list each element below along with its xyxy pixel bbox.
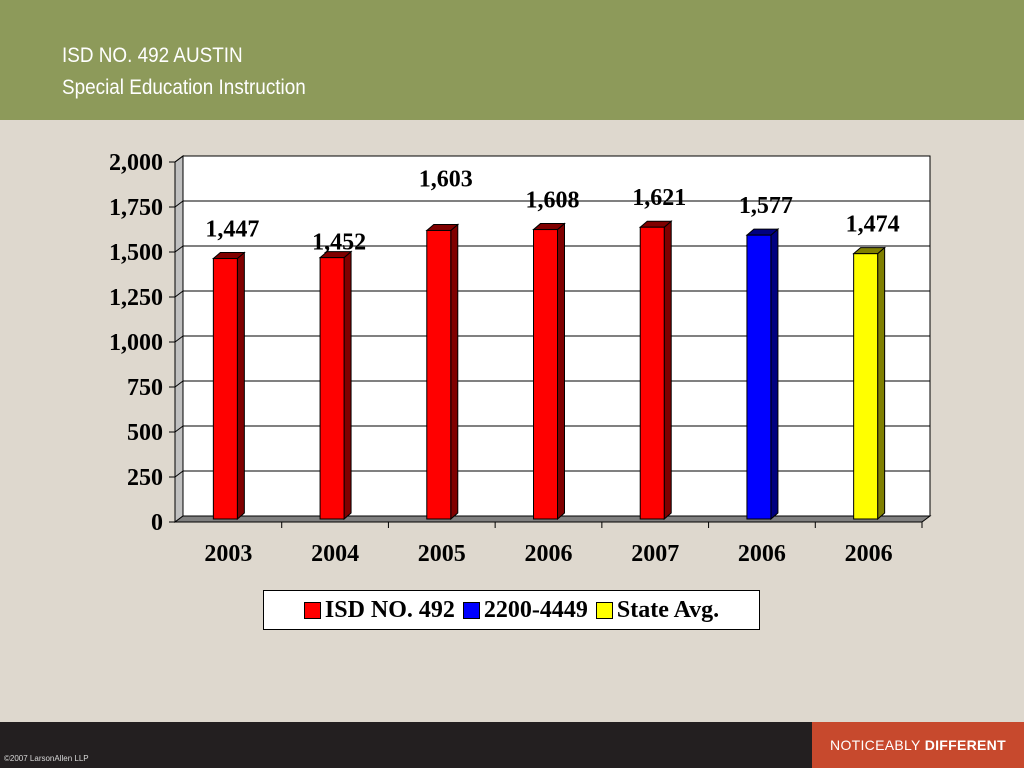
y-tick-label: 1,750 <box>109 195 163 221</box>
bar-chart: 0 250 500 750 1,000 1,250 1,500 1,750 2,000 1,447… <box>109 150 932 567</box>
slide-subtitle: Special Education Instruction <box>62 76 306 99</box>
bar-side <box>770 228 779 521</box>
legend-swatch-0 <box>303 601 321 619</box>
bar-side <box>557 222 565 521</box>
gridline-depth <box>174 380 184 388</box>
bar <box>853 253 879 520</box>
y-tick-label: 2,000 <box>109 150 163 176</box>
tagline-badge: NOTICEABLY DIFFERENT <box>812 722 1024 768</box>
legend-swatch-2 <box>595 601 613 619</box>
bar <box>533 229 558 520</box>
gridline-depth <box>174 200 184 208</box>
y-tick-label: 250 <box>127 465 163 491</box>
x-tick-label: 2005 <box>418 541 466 567</box>
y-tick-label: 750 <box>127 375 163 401</box>
slide-title: ISD NO. 492 AUSTIN <box>62 44 243 67</box>
legend-swatch-1 <box>462 601 480 619</box>
value-label: 1,452 <box>312 230 366 256</box>
bar <box>319 257 345 520</box>
gridline-depth <box>174 155 184 163</box>
gridline-depth <box>174 335 184 343</box>
x-tick-label: 2004 <box>311 541 359 567</box>
gridline-depth <box>174 425 184 433</box>
bar-side <box>877 246 886 521</box>
bar <box>426 229 452 520</box>
gridline-depth <box>174 290 184 298</box>
bar-side <box>450 223 459 521</box>
slide-header: ISD NO. 492 AUSTIN Special Education Ins… <box>0 0 1024 120</box>
gridline-depth <box>174 470 184 478</box>
legend-label-0: ISD NO. 492 <box>324 596 455 623</box>
x-tick-label: 2006 <box>525 541 573 567</box>
legend-item-series-2: State Avg. <box>595 596 720 624</box>
value-label: 1,447 <box>205 217 259 243</box>
legend-item-series-1: 2200-4449 <box>462 596 588 624</box>
tagline-bold: DIFFERENT <box>924 737 1006 753</box>
x-tick-label: 2007 <box>631 541 679 567</box>
y-tick-label: 500 <box>127 420 163 446</box>
value-label: 1,621 <box>632 185 686 211</box>
bar <box>212 258 238 520</box>
legend-label-2: State Avg. <box>616 596 720 623</box>
y-tick-label: 1,250 <box>109 285 163 311</box>
value-label: 1,608 <box>526 188 580 214</box>
x-tick-label: 2003 <box>204 541 252 567</box>
value-label: 1,577 <box>739 193 793 219</box>
bar <box>746 234 772 520</box>
copyright-text: ©2007 LarsonAllen LLP <box>4 754 89 763</box>
bar-side <box>663 220 672 521</box>
bar <box>639 226 665 520</box>
y-tick-label: 1,500 <box>109 240 163 266</box>
x-tick-label: 2006 <box>845 541 893 567</box>
x-tick-label: 2006 <box>738 541 786 567</box>
bar-side <box>236 251 245 521</box>
bar-side <box>343 250 352 521</box>
y-tick-label: 0 <box>151 510 163 536</box>
value-label: 1,603 <box>419 166 473 192</box>
legend-label-1: 2200-4449 <box>483 596 588 623</box>
legend-item-series-0: ISD NO. 492 <box>303 596 455 624</box>
chart-legend: ISD NO. 492 2200-4449 State Avg. <box>263 590 760 630</box>
value-label: 1,474 <box>846 212 900 238</box>
tagline-light: NOTICEABLY <box>830 737 921 753</box>
gridline-depth <box>174 245 184 253</box>
y-tick-label: 1,000 <box>109 330 163 356</box>
